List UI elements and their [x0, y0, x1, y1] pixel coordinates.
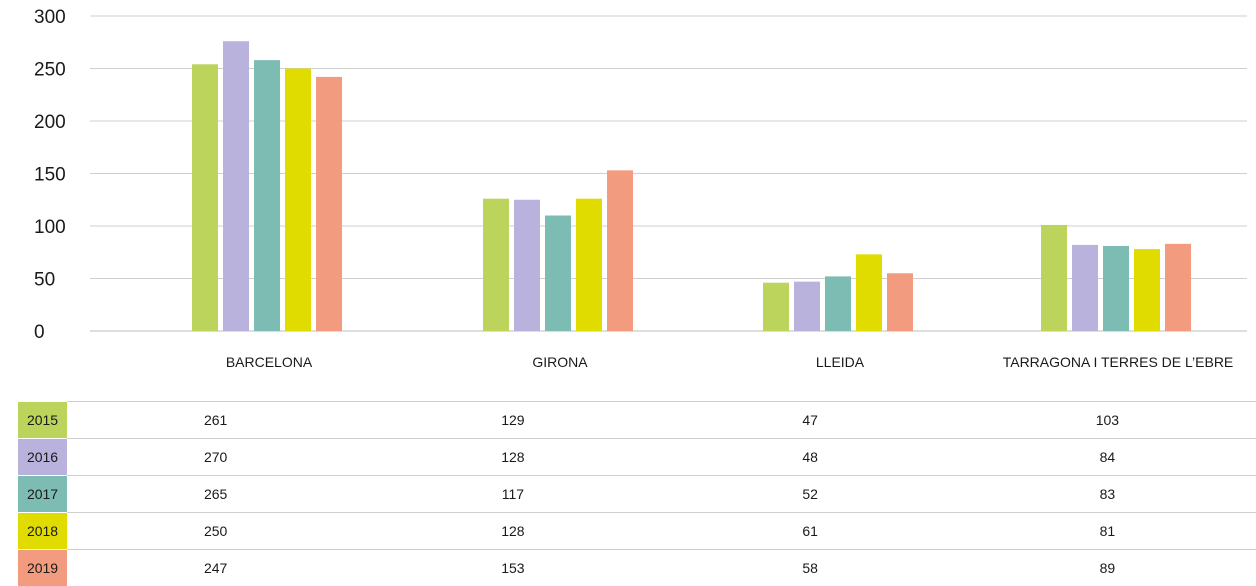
data-table-body: 2015 261 129 47 103 2016 270 128 48 84 2… — [18, 402, 1256, 586]
bar-chart: 0 50 100 150 200 250 300 BARCELONA GIRONA LLEIDA T… — [0, 0, 1256, 390]
bar-2015-0 — [192, 64, 218, 331]
table-cell: 128 — [364, 439, 661, 476]
table-cell: 129 — [364, 402, 661, 439]
bar-2016-1 — [514, 200, 540, 331]
table-cell: 128 — [364, 513, 661, 550]
bar-2019-3 — [1165, 244, 1191, 331]
bar-2019-0 — [316, 77, 342, 331]
bar-2017-1 — [545, 216, 571, 332]
table-cell: 153 — [364, 550, 661, 586]
year-cell-2017: 2017 — [18, 476, 67, 513]
year-cell-2016: 2016 — [18, 439, 67, 476]
table-cell: 83 — [959, 476, 1256, 513]
table-row: 2015 261 129 47 103 — [18, 402, 1256, 439]
table-cell: 47 — [662, 402, 959, 439]
table-row: 2019 247 153 58 89 — [18, 550, 1256, 586]
category-label: BARCELONA — [226, 354, 313, 370]
table-cell: 103 — [959, 402, 1256, 439]
category-label: TARRAGONA I TERRES DE L’EBRE — [1003, 354, 1234, 370]
table-row: 2016 270 128 48 84 — [18, 439, 1256, 476]
y-tick-label: 150 — [34, 165, 66, 186]
table-cell: 265 — [67, 476, 364, 513]
table-cell: 52 — [662, 476, 959, 513]
y-tick-label: 200 — [34, 112, 66, 133]
table-row: 2018 250 128 61 81 — [18, 513, 1256, 550]
bar-2016-3 — [1072, 245, 1098, 331]
y-tick-label: 100 — [34, 217, 66, 238]
table-cell: 270 — [67, 439, 364, 476]
year-cell-2019: 2019 — [18, 550, 67, 586]
y-tick-label: 50 — [34, 270, 55, 291]
y-tick-label: 300 — [34, 7, 66, 28]
table-cell: 61 — [662, 513, 959, 550]
table-row: 2017 265 117 52 83 — [18, 476, 1256, 513]
category-label: LLEIDA — [816, 354, 865, 370]
bar-2018-3 — [1134, 249, 1160, 331]
bar-2015-2 — [763, 283, 789, 331]
bar-2016-2 — [794, 282, 820, 331]
table-cell: 84 — [959, 439, 1256, 476]
y-tick-label: 0 — [34, 322, 45, 343]
bar-2017-0 — [254, 60, 280, 331]
year-cell-2015: 2015 — [18, 402, 67, 439]
bar-2015-1 — [483, 199, 509, 331]
table-cell: 261 — [67, 402, 364, 439]
table-cell: 250 — [67, 513, 364, 550]
table-cell: 247 — [67, 550, 364, 586]
table-cell: 89 — [959, 550, 1256, 586]
bar-2018-0 — [285, 69, 311, 332]
bar-2016-0 — [223, 41, 249, 331]
table-cell: 58 — [662, 550, 959, 586]
category-label: GIRONA — [532, 354, 588, 370]
year-cell-2018: 2018 — [18, 513, 67, 550]
table-cell: 117 — [364, 476, 661, 513]
bar-2018-1 — [576, 199, 602, 331]
bar-2018-2 — [856, 254, 882, 331]
bar-2019-2 — [887, 273, 913, 331]
bar-2019-1 — [607, 170, 633, 331]
y-tick-label: 250 — [34, 60, 66, 81]
table-cell: 48 — [662, 439, 959, 476]
bar-2017-3 — [1103, 246, 1129, 331]
bar-2017-2 — [825, 276, 851, 331]
bar-2015-3 — [1041, 225, 1067, 331]
data-table: 2015 261 129 47 103 2016 270 128 48 84 2… — [18, 401, 1256, 586]
table-cell: 81 — [959, 513, 1256, 550]
